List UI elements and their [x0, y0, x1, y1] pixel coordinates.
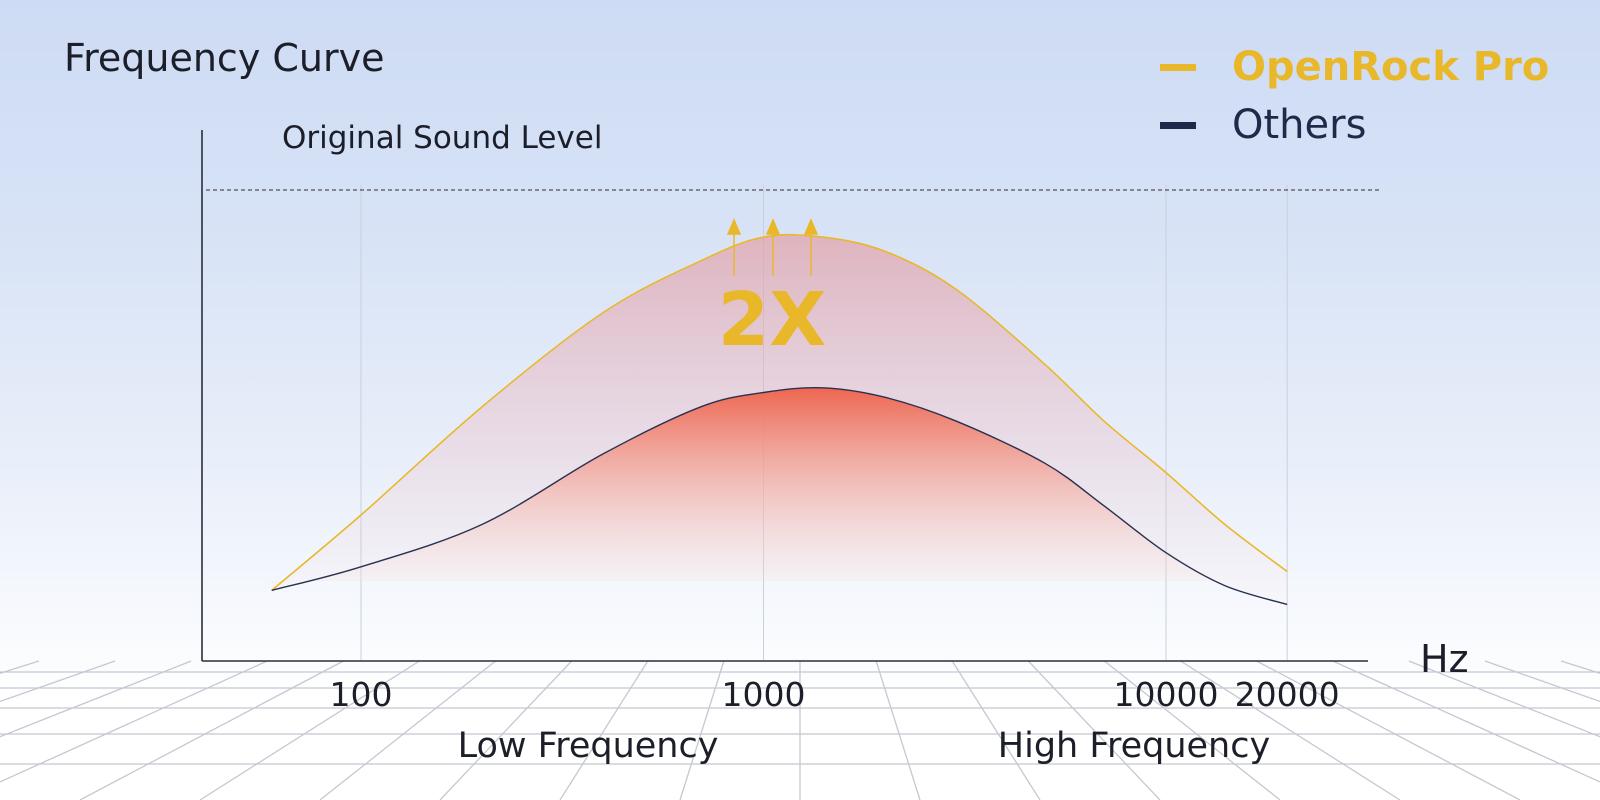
boost-arrowhead	[803, 218, 819, 235]
floor-grid-line	[559, 660, 649, 800]
x-tick-label: 20000	[1235, 675, 1340, 714]
legend-item-others: Others	[1160, 96, 1549, 154]
floor-grid-line	[951, 660, 1041, 800]
floor-grid-line	[1332, 660, 1600, 783]
floor-grid-line	[0, 660, 116, 703]
floor-grid-line	[1104, 660, 1281, 800]
legend-swatch-others	[1160, 121, 1196, 129]
low-frequency-label: Low Frequency	[458, 726, 719, 766]
floor-grid-line	[875, 660, 921, 800]
floor-grid-line	[1027, 660, 1161, 800]
boost-arrows	[726, 218, 819, 276]
legend-label-openrock-pro: OpenRock Pro	[1232, 44, 1550, 90]
x-tick-label: 100	[330, 675, 393, 714]
x-tick-labels: 100 1000 10000 20000	[330, 675, 1340, 714]
legend-swatch-openrock-pro	[1160, 63, 1196, 71]
floor-grid-line	[199, 660, 420, 800]
legend-item-openrock-pro: OpenRock Pro	[1160, 38, 1549, 96]
boost-arrowhead	[726, 218, 742, 235]
floor-grid	[0, 660, 1600, 800]
floor-grid-line	[439, 660, 573, 800]
floor-grid-line	[1484, 660, 1600, 703]
x-tick-label: 10000	[1114, 675, 1219, 714]
legend: OpenRock Pro Others	[1160, 38, 1549, 154]
floor-grid-line	[1256, 660, 1521, 800]
others-line	[271, 386, 1288, 606]
chart-title: Frequency Curve	[64, 36, 385, 80]
reference-line-label: Original Sound Level	[282, 120, 602, 156]
floor-grid-line	[79, 660, 344, 800]
floor-grid-line	[1180, 660, 1401, 800]
floor-grid-line	[0, 660, 192, 738]
x-tick-label: 1000	[722, 675, 806, 714]
boost-arrowhead	[765, 218, 781, 235]
floor-grid-line	[679, 660, 725, 800]
legend-label-others: Others	[1232, 102, 1367, 148]
floor-grid-line	[319, 660, 496, 800]
high-frequency-label: High Frequency	[998, 726, 1270, 766]
others-area	[271, 387, 1288, 605]
x-axis-label: Hz	[1420, 637, 1469, 681]
floor-grid-line	[1408, 660, 1600, 738]
openrock-pro-line	[271, 233, 1288, 592]
boost-label: 2X	[718, 277, 827, 363]
floor-grid-line	[0, 660, 268, 783]
